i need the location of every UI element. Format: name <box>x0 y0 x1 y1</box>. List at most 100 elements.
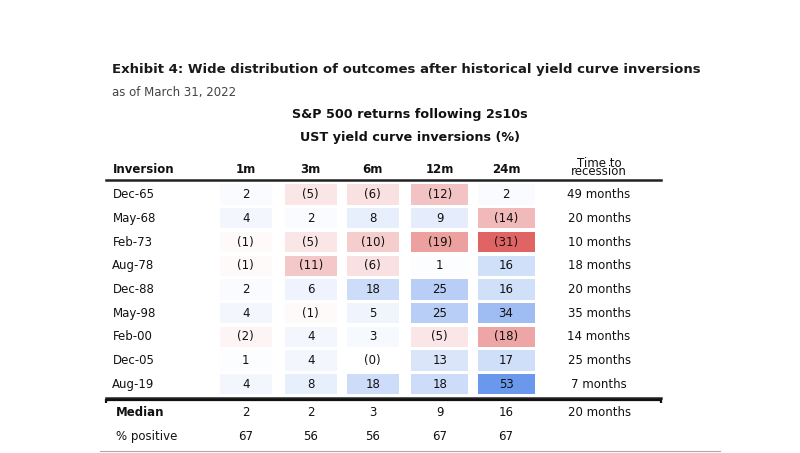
FancyBboxPatch shape <box>220 327 272 347</box>
Text: 1m: 1m <box>235 163 256 176</box>
Text: (1): (1) <box>238 259 254 272</box>
Text: (1): (1) <box>302 307 319 320</box>
Text: 16: 16 <box>498 283 514 296</box>
FancyBboxPatch shape <box>285 255 337 276</box>
Text: (31): (31) <box>494 236 518 249</box>
Text: (5): (5) <box>431 330 448 343</box>
FancyBboxPatch shape <box>220 351 272 371</box>
FancyBboxPatch shape <box>346 280 399 299</box>
Text: 25 months: 25 months <box>567 354 630 367</box>
Text: 4: 4 <box>307 330 314 343</box>
Text: 3m: 3m <box>301 163 321 176</box>
FancyBboxPatch shape <box>346 184 399 205</box>
FancyBboxPatch shape <box>220 232 272 252</box>
Text: % positive: % positive <box>115 430 177 443</box>
Text: (5): (5) <box>302 188 319 201</box>
Text: Exhibit 4: Wide distribution of outcomes after historical yield curve inversions: Exhibit 4: Wide distribution of outcomes… <box>112 63 701 76</box>
Text: (1): (1) <box>238 236 254 249</box>
Text: 53: 53 <box>498 378 514 391</box>
FancyBboxPatch shape <box>285 404 337 420</box>
Text: 7 months: 7 months <box>571 378 627 391</box>
Text: 20 months: 20 months <box>567 283 630 296</box>
Text: 6m: 6m <box>362 163 383 176</box>
Text: (14): (14) <box>494 212 518 225</box>
Text: 17: 17 <box>498 354 514 367</box>
FancyBboxPatch shape <box>346 327 399 347</box>
Text: 2: 2 <box>307 212 314 225</box>
FancyBboxPatch shape <box>411 303 468 323</box>
Text: S&P 500 returns following 2s10s: S&P 500 returns following 2s10s <box>292 108 528 121</box>
Text: (19): (19) <box>428 236 452 249</box>
Text: 2: 2 <box>502 188 510 201</box>
Text: 14 months: 14 months <box>567 330 630 343</box>
FancyBboxPatch shape <box>220 374 272 395</box>
Text: 24m: 24m <box>492 163 520 176</box>
Text: Dec-05: Dec-05 <box>112 354 154 367</box>
Text: 20 months: 20 months <box>567 405 630 419</box>
Text: 6: 6 <box>307 283 314 296</box>
FancyBboxPatch shape <box>285 351 337 371</box>
FancyBboxPatch shape <box>411 374 468 395</box>
Text: as of March 31, 2022: as of March 31, 2022 <box>112 87 237 100</box>
FancyBboxPatch shape <box>478 303 534 323</box>
FancyBboxPatch shape <box>346 232 399 252</box>
FancyBboxPatch shape <box>220 184 272 205</box>
FancyBboxPatch shape <box>478 351 534 371</box>
FancyBboxPatch shape <box>411 232 468 252</box>
FancyBboxPatch shape <box>478 404 534 420</box>
Text: 18: 18 <box>366 283 380 296</box>
Text: 5: 5 <box>369 307 377 320</box>
Text: 1: 1 <box>436 259 443 272</box>
Text: 10 months: 10 months <box>567 236 630 249</box>
Text: Feb-73: Feb-73 <box>112 236 152 249</box>
Text: 2: 2 <box>242 283 250 296</box>
Text: 4: 4 <box>307 354 314 367</box>
Text: 9: 9 <box>436 405 443 419</box>
Text: Aug-19: Aug-19 <box>112 378 154 391</box>
Text: 56: 56 <box>303 430 318 443</box>
FancyBboxPatch shape <box>411 255 468 276</box>
Text: 18 months: 18 months <box>567 259 630 272</box>
Text: 18: 18 <box>366 378 380 391</box>
Text: 67: 67 <box>238 430 253 443</box>
Text: 4: 4 <box>242 378 250 391</box>
Text: 3: 3 <box>369 330 377 343</box>
Text: 25: 25 <box>432 307 447 320</box>
Text: 49 months: 49 months <box>567 188 630 201</box>
FancyBboxPatch shape <box>411 208 468 228</box>
Text: 34: 34 <box>498 307 514 320</box>
Text: recession: recession <box>571 165 627 178</box>
FancyBboxPatch shape <box>220 255 272 276</box>
FancyBboxPatch shape <box>285 374 337 395</box>
FancyBboxPatch shape <box>478 232 534 252</box>
Text: Time to: Time to <box>577 157 622 170</box>
FancyBboxPatch shape <box>285 327 337 347</box>
Text: 67: 67 <box>432 430 447 443</box>
Text: 2: 2 <box>242 188 250 201</box>
FancyBboxPatch shape <box>346 303 399 323</box>
Text: 67: 67 <box>498 430 514 443</box>
Text: (6): (6) <box>365 259 381 272</box>
Text: (11): (11) <box>298 259 323 272</box>
FancyBboxPatch shape <box>285 303 337 323</box>
Text: 12m: 12m <box>426 163 454 176</box>
Text: (0): (0) <box>365 354 381 367</box>
FancyBboxPatch shape <box>346 404 399 420</box>
FancyBboxPatch shape <box>346 208 399 228</box>
Text: May-68: May-68 <box>112 212 156 225</box>
Text: 4: 4 <box>242 212 250 225</box>
Text: (18): (18) <box>494 330 518 343</box>
Text: Inversion: Inversion <box>112 163 174 176</box>
FancyBboxPatch shape <box>411 280 468 299</box>
Text: UST yield curve inversions (%): UST yield curve inversions (%) <box>300 131 520 144</box>
Text: Aug-78: Aug-78 <box>112 259 154 272</box>
Text: (12): (12) <box>428 188 452 201</box>
FancyBboxPatch shape <box>478 374 534 395</box>
Text: 3: 3 <box>369 405 377 419</box>
FancyBboxPatch shape <box>220 208 272 228</box>
FancyBboxPatch shape <box>220 280 272 299</box>
FancyBboxPatch shape <box>220 303 272 323</box>
Text: Median: Median <box>115 405 164 419</box>
Text: 2: 2 <box>307 405 314 419</box>
FancyBboxPatch shape <box>346 374 399 395</box>
